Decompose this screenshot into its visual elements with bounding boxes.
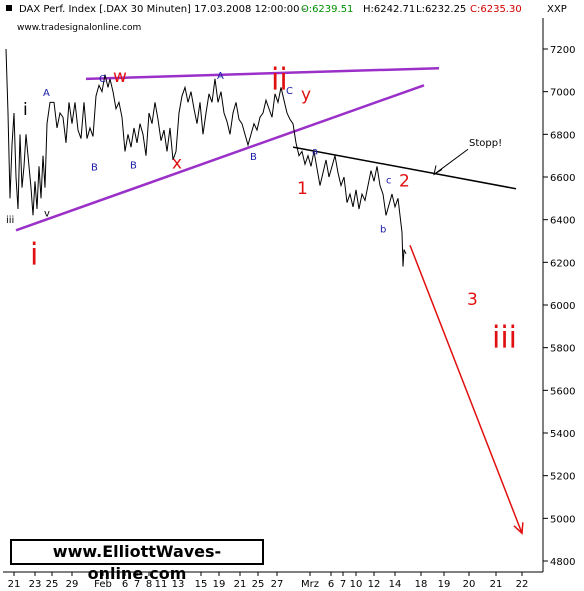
wave-label: i xyxy=(23,100,28,120)
x-tick-label: 25 xyxy=(46,579,59,590)
y-tick-label: 5600 xyxy=(550,386,575,397)
watermark-box: www.ElliottWaves-online.com xyxy=(10,539,264,583)
wave-label: i xyxy=(30,237,38,272)
header-instrument: DAX Perf. Index [.DAX 30 Minuten] 17.03.… xyxy=(19,4,307,15)
y-tick-label: 6000 xyxy=(550,301,575,312)
x-tick-label: 23 xyxy=(29,579,42,590)
wave-label: Stopp! xyxy=(469,138,502,149)
y-tick-label: 5000 xyxy=(550,514,575,525)
x-tick-label: 15 xyxy=(195,579,208,590)
y-axis-label: XXP xyxy=(547,4,567,15)
wave-label: B xyxy=(91,163,98,174)
x-tick-label: 21 xyxy=(8,579,21,590)
x-tick-label: 19 xyxy=(213,579,226,590)
forecast-arrowhead xyxy=(513,522,524,535)
y-tick-label: 7000 xyxy=(550,88,575,99)
y-tick-label: 5800 xyxy=(550,344,575,355)
y-tick-label: 6400 xyxy=(550,216,575,227)
x-tick-label: 10 xyxy=(350,579,363,590)
x-tick-label: 22 xyxy=(516,579,529,590)
stopp-pointer xyxy=(433,148,469,175)
x-tick-label: 13 xyxy=(172,579,185,590)
x-tick-label: 29 xyxy=(66,579,79,590)
website-label: www.tradesignalonline.com xyxy=(17,23,141,33)
trend-lines xyxy=(15,66,524,535)
wave-label: 2 xyxy=(399,172,410,192)
x-tick-label: 21 xyxy=(490,579,503,590)
x-axis-ticks: 21232529Feb67811131519212527Mrz671012141… xyxy=(8,572,529,590)
y-tick-label: 4800 xyxy=(550,557,575,568)
x-tick-label: 7 xyxy=(340,579,346,590)
wave-label: b xyxy=(380,224,386,235)
y-tick-label: 5400 xyxy=(550,429,575,440)
y-tick-label: 6800 xyxy=(550,130,575,141)
x-tick-label: 12 xyxy=(368,579,381,590)
wave-label: C xyxy=(286,86,293,97)
wave-label: y xyxy=(301,85,311,105)
x-tick-label: 19 xyxy=(438,579,451,590)
x-tick-label: 18 xyxy=(415,579,428,590)
price-line xyxy=(5,48,407,267)
x-tick-label: 21 xyxy=(234,579,247,590)
wave-label: B xyxy=(130,160,137,171)
wave-label: w xyxy=(113,67,127,87)
resistance-line xyxy=(292,146,517,190)
header-open: O:6239.51 xyxy=(301,4,353,15)
wave-label: C xyxy=(99,74,106,85)
wave-label: a xyxy=(312,147,318,158)
wave-label: 1 xyxy=(297,179,308,199)
wave-label: A xyxy=(43,88,50,99)
wave-label: x xyxy=(172,153,182,173)
x-tick-label: 25 xyxy=(252,579,265,590)
x-tick-label: 11 xyxy=(155,579,168,590)
x-tick-label: 27 xyxy=(271,579,284,590)
wave-label: v xyxy=(44,208,50,219)
wave-label: ii xyxy=(271,63,288,98)
x-tick-label: 7 xyxy=(134,579,140,590)
header-low: L:6232.25 xyxy=(416,4,466,15)
wave-label: iii xyxy=(492,321,517,356)
header-high: H:6242.71 xyxy=(363,4,415,15)
y-tick-label: 6600 xyxy=(550,173,575,184)
x-tick-label: Feb xyxy=(94,579,112,590)
y-tick-label: 7200 xyxy=(550,45,575,56)
upper-channel-line xyxy=(85,66,440,81)
forecast-line xyxy=(409,244,523,534)
x-tick-label: 6 xyxy=(122,579,128,590)
wave-label: iii xyxy=(6,215,14,226)
x-tick-label: Mrz xyxy=(301,579,319,590)
y-axis-ticks: 4800 5000 5200 5400 5600 5800 6000 6200 6400 6600… xyxy=(543,45,575,568)
x-tick-label: 8 xyxy=(146,579,152,590)
lower-trendline-line xyxy=(15,84,425,232)
y-tick-label: 5200 xyxy=(550,472,575,483)
wave-label: 3 xyxy=(467,290,478,310)
wave-label: c xyxy=(386,175,392,186)
wave-label: A xyxy=(217,71,224,82)
x-tick-label: 14 xyxy=(389,579,402,590)
header-close: C:6235.30 xyxy=(470,4,522,15)
price-series xyxy=(5,48,407,267)
x-tick-label: 20 xyxy=(463,579,476,590)
y-tick-label: 6200 xyxy=(550,258,575,269)
stopp-pointer-head xyxy=(433,165,443,176)
header-marker xyxy=(6,5,12,11)
wave-label: B xyxy=(250,152,257,163)
x-tick-label: 6 xyxy=(328,579,334,590)
